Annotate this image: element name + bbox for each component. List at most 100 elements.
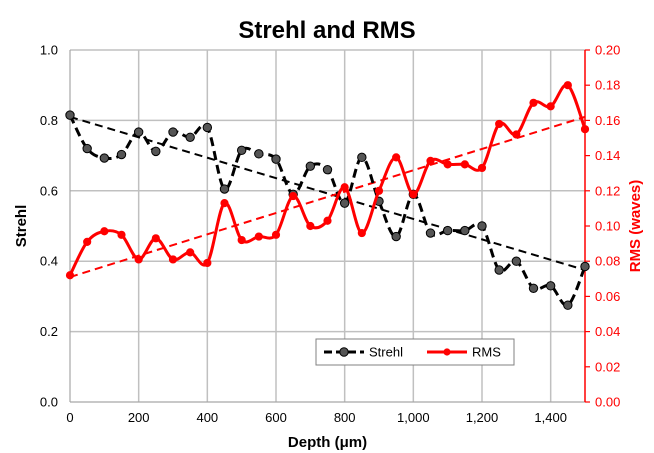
data-point-rms — [100, 227, 109, 236]
y2-tick-label: 0.12 — [595, 183, 620, 198]
data-point-rms — [134, 255, 143, 264]
data-point-strehl — [116, 149, 127, 160]
data-point-strehl — [477, 221, 487, 231]
y-axis-title: Strehl — [13, 205, 30, 248]
data-point-strehl — [563, 300, 573, 310]
data-point-strehl — [185, 132, 195, 142]
data-point-strehl — [133, 127, 144, 137]
y-tick-label: 0.6 — [40, 183, 58, 198]
data-point-rms — [203, 258, 212, 268]
data-point-rms — [374, 186, 384, 195]
y2-tick-label: 0.00 — [595, 395, 620, 410]
trendline-strehl — [69, 115, 586, 271]
data-point-rms — [495, 119, 504, 129]
tick-labels: 0 200 400 600 800 1,000 1,200 1,400 0.0 0.2 0.4 0.6… — [40, 43, 620, 426]
data-point-strehl — [254, 149, 264, 159]
y-tick-label: 1.0 — [40, 43, 58, 58]
data-point-rms — [323, 216, 332, 225]
data-point-strehl — [391, 231, 401, 242]
data-point-strehl — [99, 153, 110, 163]
data-point-rms — [512, 130, 521, 139]
x-tick-label: 1,000 — [397, 410, 430, 425]
data-point-rms — [409, 190, 418, 199]
y2-axis-title: RMS (waves) — [627, 180, 644, 273]
data-point-strehl — [442, 225, 453, 236]
x-tick-label: 1,200 — [466, 410, 499, 425]
data-point-rms — [546, 102, 555, 111]
data-point-strehl — [236, 145, 247, 156]
data-point-strehl — [425, 228, 436, 238]
data-point-strehl — [545, 281, 556, 291]
x-tick-label: 800 — [334, 410, 356, 425]
legend-marker-strehl — [339, 347, 349, 357]
legend-label-rms: RMS — [472, 345, 501, 360]
y-tick-label: 0.2 — [40, 324, 58, 339]
data-point-rms — [220, 199, 229, 208]
y2-tick-label: 0.04 — [595, 324, 620, 339]
data-point-rms — [237, 235, 246, 245]
data-point-rms — [117, 230, 126, 239]
data-point-strehl — [357, 152, 367, 163]
data-point-strehl — [511, 256, 522, 266]
data-point-strehl — [305, 161, 316, 171]
axes — [69, 49, 590, 403]
y-tick-label: 0.8 — [40, 113, 58, 128]
data-point-strehl — [580, 261, 590, 272]
data-point-strehl — [322, 164, 333, 175]
data-point-rms — [392, 153, 401, 162]
series — [65, 81, 590, 310]
y-tick-label: 0.4 — [40, 254, 58, 269]
data-point-rms — [83, 237, 92, 246]
legend: Strehl RMS — [315, 338, 515, 366]
data-point-strehl — [151, 146, 161, 157]
data-point-strehl — [202, 122, 213, 133]
chart-title: Strehl and RMS — [238, 17, 415, 44]
trendlines — [69, 115, 586, 278]
y2-tick-label: 0.14 — [595, 148, 620, 163]
data-point-rms — [340, 183, 349, 192]
data-point-rms — [289, 191, 298, 201]
data-point-rms — [443, 160, 452, 169]
data-point-rms — [563, 81, 572, 90]
y2-tick-label: 0.18 — [595, 78, 620, 93]
y-tick-label: 0.0 — [40, 395, 58, 410]
y2-tick-label: 0.08 — [595, 254, 620, 269]
legend-marker-rms — [443, 348, 451, 356]
data-point-strehl — [494, 265, 504, 275]
data-point-strehl — [219, 184, 230, 194]
data-point-rms — [65, 271, 75, 280]
x-tick-label: 0 — [66, 410, 73, 425]
data-point-strehl — [82, 143, 92, 154]
data-point-rms — [460, 160, 469, 169]
data-point-rms — [426, 156, 435, 165]
series-line-strehl — [68, 114, 587, 307]
y2-tick-label: 0.06 — [595, 289, 620, 304]
legend-label-strehl: Strehl — [369, 345, 403, 360]
x-tick-label: 200 — [128, 410, 150, 425]
x-tick-label: 400 — [196, 410, 218, 425]
data-point-rms — [306, 221, 315, 231]
data-point-strehl — [528, 283, 539, 294]
data-point-strehl — [339, 198, 350, 208]
y2-tick-label: 0.10 — [595, 219, 620, 234]
data-point-rms — [271, 230, 281, 239]
trendline-rms — [69, 115, 586, 278]
data-point-strehl — [65, 110, 75, 120]
data-point-rms — [186, 248, 195, 257]
data-point-rms — [151, 234, 160, 243]
data-point-strehl — [271, 154, 281, 164]
data-point-rms — [580, 125, 590, 134]
x-tick-label: 600 — [265, 410, 287, 425]
y2-tick-label: 0.20 — [595, 43, 620, 58]
data-point-strehl — [168, 127, 178, 137]
data-point-rms — [529, 98, 538, 107]
data-point-strehl — [460, 225, 470, 236]
data-point-rms — [357, 228, 366, 238]
x-axis-title: Depth (μm) — [288, 434, 367, 451]
y2-tick-label: 0.02 — [595, 359, 620, 374]
data-point-rms — [168, 255, 178, 264]
data-point-rms — [254, 232, 263, 241]
y2-tick-label: 0.16 — [595, 113, 620, 128]
